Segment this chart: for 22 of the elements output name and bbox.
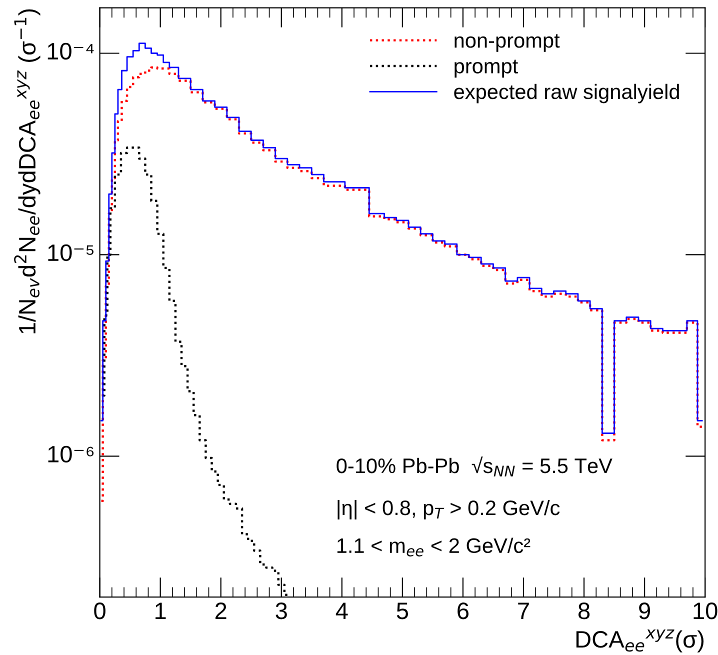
x-tick-label: 7 (518, 602, 529, 620)
x-tick-label: 3 (276, 602, 287, 620)
y-tick-label: 10⁻⁴ (48, 42, 94, 60)
x-tick-label: 6 (458, 602, 468, 620)
x-tick-label: 10 (694, 602, 718, 620)
annotation: |η| < 0.8, p$_{T}$ > 0.2 GeV/c (338, 500, 560, 520)
annotation: 0-10% Pb-Pb √s$_{NN}$ = 5.5 TeV (336, 456, 612, 476)
x-tick-label: 1 (156, 602, 166, 620)
x-tick-label: 5 (396, 602, 408, 620)
x-tick-label: 0 (94, 602, 106, 620)
x-tick-label: 9 (639, 602, 650, 620)
legend-label: non-prompt (454, 34, 560, 52)
y-tick-label: 10⁻⁶ (48, 446, 94, 463)
x-tick-label: 4 (336, 602, 348, 620)
annotation: 1.1 < m$_{ee}$ < 2 GeV/c² (337, 538, 530, 556)
x-axis-title: DCA$_{ee}$$^{xyz}$(σ) (576, 629, 704, 652)
text: 1/N$_{ev}$d$^{2}$N$_{ee}$/dydDCA$_{ee}$$^{xyz}$ (σ$^{−1}$) (14, 9, 40, 334)
x-tick-label: 2 (215, 602, 226, 620)
x-tick-label: 8 (578, 602, 590, 620)
legend-label: prompt (454, 60, 518, 78)
y-tick-label: 10⁻⁵ (48, 244, 94, 262)
legend-label: expected raw signalyield (454, 84, 679, 104)
